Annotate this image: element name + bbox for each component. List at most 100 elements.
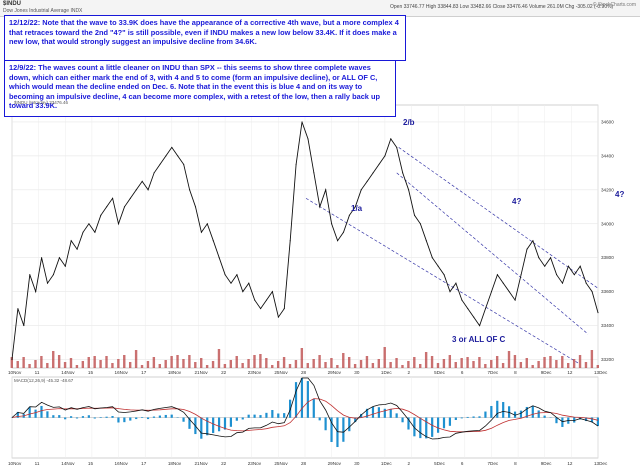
macd-signal-line	[11, 398, 599, 433]
macd-hist-bar	[324, 417, 327, 431]
x-tick-label: 1Dec	[381, 370, 392, 375]
price-point	[147, 189, 149, 191]
price-point	[17, 308, 19, 310]
macd-hist-bar	[448, 417, 452, 426]
price-point	[437, 265, 439, 267]
x-tick-labels: 10Nov 10Nov 11 11 14Nov 14Nov 15 15 16Nov 16Nov 17…	[8, 370, 608, 466]
macd-hist-bar	[93, 417, 96, 419]
volume-bar	[454, 362, 457, 368]
macd-hist-bar	[561, 417, 564, 427]
price-point	[260, 308, 262, 310]
price-point	[479, 325, 481, 327]
x-tick-label-macd: 6	[461, 461, 464, 466]
volume-bar	[401, 365, 404, 368]
volume-bar	[501, 363, 505, 368]
volume-bar	[63, 362, 67, 368]
price-point	[413, 214, 416, 216]
x-tick-label: 12	[567, 370, 573, 375]
volume-bar	[336, 365, 339, 368]
volume-bar	[549, 356, 552, 368]
macd-hist-bar	[573, 417, 576, 423]
volume-bar	[211, 361, 215, 368]
volume-bar	[365, 356, 369, 368]
price-point	[342, 231, 345, 233]
macd-hist-bar	[466, 416, 469, 418]
macd-hist-bar	[283, 413, 286, 418]
macd-hist-bar	[389, 408, 392, 418]
macd-hist-bar	[531, 405, 534, 418]
price-point	[473, 316, 475, 318]
x-tick-label: 16Nov	[115, 370, 129, 375]
macd-hist-bar	[200, 417, 203, 439]
macd-panel-label: MACD(12,26,9) -45.32 -48.67	[14, 378, 74, 383]
volume-bar	[578, 355, 582, 368]
price-point	[141, 180, 143, 182]
price-point	[295, 163, 297, 165]
x-tick-label-macd: 7Dec	[487, 461, 498, 466]
volume-bar	[430, 356, 434, 368]
price-point	[212, 240, 214, 242]
volume-bar	[466, 357, 469, 368]
macd-hist-bar	[117, 417, 120, 423]
x-tick-label-macd: 30	[354, 461, 360, 466]
volume-bar	[93, 356, 96, 368]
price-point	[35, 291, 37, 293]
y-tick-labels: 33200 33400 33600 33800 34000 34200 34400 34600	[601, 119, 614, 362]
price-point	[242, 291, 244, 293]
y-tick-label: 33800	[601, 255, 614, 260]
macd-hist-bar	[365, 408, 369, 418]
price-point	[378, 163, 380, 165]
price-point	[467, 308, 469, 310]
volume-bar	[300, 348, 304, 368]
volume-bar	[513, 355, 517, 368]
price-point	[325, 189, 327, 191]
price-point	[372, 172, 374, 174]
x-tick-label-macd: 17	[141, 461, 147, 466]
macd-hist-bar	[306, 381, 309, 418]
macd-hist-bar	[543, 415, 546, 418]
price-point	[490, 291, 493, 293]
x-tick-label-macd: 28	[301, 461, 307, 466]
volume-bar	[584, 362, 588, 368]
macd-hist-bar	[235, 417, 238, 421]
price-point	[366, 180, 368, 182]
price-line	[11, 121, 599, 360]
price-point	[100, 214, 102, 216]
x-tick-label: 22	[221, 370, 227, 375]
macd-hist-bar	[460, 417, 463, 419]
volume-bar	[223, 364, 227, 368]
macd-hist-bar	[371, 406, 375, 418]
y-tick-label: 33400	[601, 323, 614, 328]
volume-bar	[81, 361, 85, 368]
volume-bar	[395, 358, 398, 368]
price-point	[496, 274, 498, 276]
macd-hist-bar	[247, 414, 250, 418]
price-point	[354, 206, 356, 208]
price-point	[265, 299, 268, 301]
volume-bar	[22, 357, 25, 368]
price-point	[177, 155, 179, 157]
macd-hist-bar	[277, 413, 280, 418]
price-point	[29, 274, 31, 276]
price-point	[544, 265, 546, 267]
macd-hist-bar	[312, 399, 315, 418]
price-point	[307, 138, 309, 140]
price-point	[425, 240, 427, 242]
price-point	[41, 257, 43, 259]
volume-bar	[371, 363, 375, 368]
volume-bar	[52, 351, 55, 368]
volume-bar	[10, 357, 13, 368]
x-tick-label-macd: 10Nov	[8, 461, 22, 466]
volume-bar	[271, 365, 274, 368]
price-point	[194, 206, 197, 208]
price-point	[236, 274, 238, 276]
volume-bar	[217, 349, 221, 368]
volume-bar	[265, 358, 268, 368]
price-point	[502, 282, 504, 284]
wave-label-1a: 1/a	[351, 204, 363, 213]
volume-bar	[383, 347, 386, 368]
price-point	[88, 223, 90, 225]
macd-hist-bar	[425, 417, 428, 439]
annotation-note-1212: 12/12/22: Note that the wave to 33.9K do…	[4, 15, 406, 61]
